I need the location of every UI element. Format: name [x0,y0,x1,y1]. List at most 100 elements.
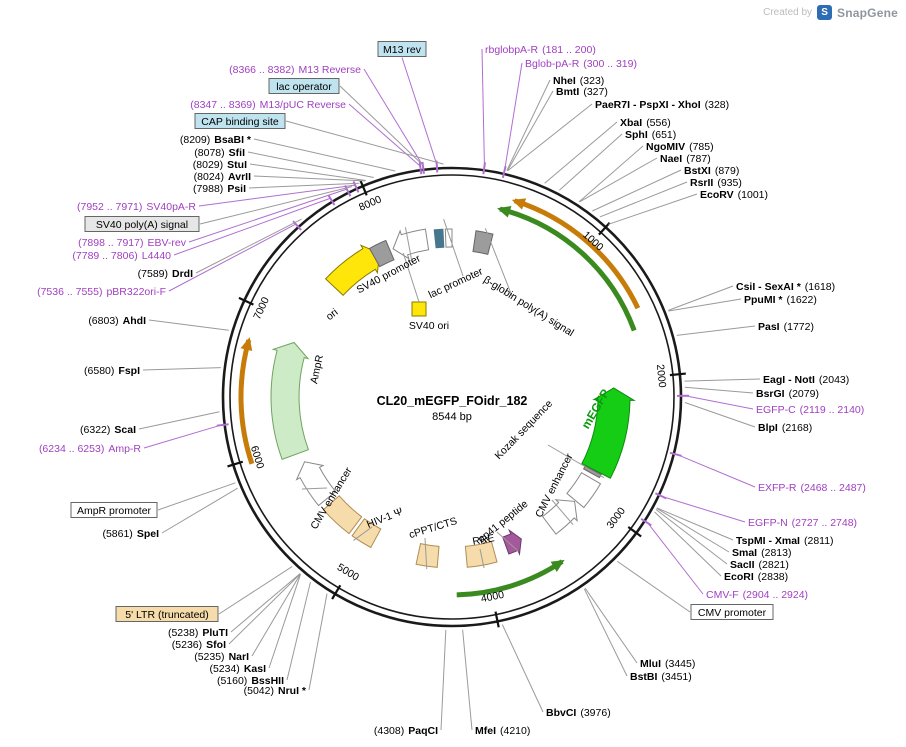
callout-line-pasi [676,325,756,336]
callout-line-ebv-rev [188,188,347,243]
sv40-ori-box [411,301,427,317]
enzyme-label-scai: (6322) ScaI [80,424,136,436]
inner-pointer-line-1 [443,219,464,277]
snapgene-brand-text: SnapGene [837,5,898,20]
enzyme-label-stui: (8029) StuI [193,159,247,171]
primer-label-egfp-n: EGFP-N (2727 .. 2748) [748,517,857,529]
callout-line-m13-rev [401,57,438,165]
lac-promoter-box [444,228,453,248]
primer-label-rbglobpa-r: rbglobpA-R (181 .. 200) [485,44,596,56]
inner-pointer-line-9 [551,499,574,526]
callout-line-ecorv [608,193,698,225]
callout-line-avrii [253,175,366,182]
enzyme-label-ngomiv: NgoMIV (785) [646,141,714,153]
cmv-promoter-box [566,472,602,509]
gp41-peptide-arrow [502,528,522,557]
callout-line-paqci [440,629,447,731]
scale-tick-4000 [494,611,500,628]
scale-tick-3000 [627,526,642,538]
feature-label-box-5-ltr-truncated [115,606,219,622]
enzyme-label-kasi: (5234) KasI [209,663,266,675]
orf-arc-upper-arrowhead [511,198,527,210]
callout-line-sfoi [228,573,301,645]
primer-site-mark-7907 [344,185,352,197]
transcript-arc-upper-arrowhead [497,206,512,218]
enzyme-label-paqci: (4308) PaqCI [374,725,438,737]
callout-line-l4440 [173,197,331,256]
callout-line-m13-reverse [363,68,424,167]
callout-line-sfii [247,151,374,179]
scale-tick-5000 [331,584,342,600]
callout-line-ecori [654,511,722,577]
enzyme-label-nari: (5235) NarI [194,651,249,663]
plasmid-name: CL20_mEGFP_FOidr_182 [377,394,528,408]
feature-label-ampr: AmpR [308,353,326,384]
inner-pointer-line-4 [301,487,328,490]
callout-line-drdi [195,218,302,274]
plasmid-backbone-inner-ring [229,174,675,620]
callout-line-bstbi [583,588,628,677]
megfp-arrow [581,387,636,479]
enzyme-label-drdi: (7589) DrdI [138,268,193,280]
enzyme-label-nhei: NheI (323) [553,75,604,87]
callout-line-nhei [506,79,551,171]
callout-line-nari [251,573,301,657]
plasmid-size: 8544 bp [432,411,472,423]
callout-line-ngomiv [578,145,644,203]
enzyme-label-ecorv: EcoRV (1001) [700,189,768,201]
scale-label-5000: 5000 [335,561,361,583]
enzyme-label-pluti: (5238) PluTI [168,627,228,639]
enzyme-label-bmti: BmtI (327) [556,86,608,98]
callout-line-ppumi [668,298,742,312]
scale-tick-2000 [669,372,686,377]
feature-label-ori: ori [324,306,341,323]
ltr-segment-1 [322,495,363,535]
enzyme-label-sfii: (8078) SfiI [194,147,245,159]
scale-label-2000: 2000 [654,364,668,389]
enzyme-label-bsshii: (5160) BssHII [217,675,284,687]
scale-tick-8000 [359,180,368,196]
enzyme-label-ecori: EcoRI (2838) [724,571,788,583]
callout-line-eagi-noti [684,378,761,382]
feature-label-cap-binding-site: CAP binding site [201,116,279,128]
inner-pointer-line-8 [496,531,519,552]
callout-line-cmv-promoter [616,560,691,613]
callout-line-bmti [507,90,554,171]
inner-pointer-line-10 [547,444,605,479]
primer-label-m13-reverse: (8366 .. 8382) M13 Reverse [229,64,361,76]
enzyme-label-paer7i-pspxi-xhoi: PaeR7I - PspXI - XhoI (328) [595,99,729,111]
enzyme-label-rsrii: RsrII (935) [690,177,742,189]
primer-label-sv40pa-r: (7952 .. 7971) SV40pA-R [77,201,196,213]
callout-line-exfp-r [677,454,756,488]
feature-label-box-cap-binding-site [194,113,286,129]
enzyme-label-eagi-noti: EagI - NotI (2043) [763,374,849,386]
scale-label-8000: 8000 [357,193,383,213]
feature-label-rre: RRE [472,532,496,548]
plasmid-backbone-outer-ring [221,166,683,628]
feature-label-globin-poly-a-signal: β-globin poly(A) signal [481,274,576,339]
callout-line-kasi [268,573,302,669]
enzyme-label-tspmi-xmai: TspMI - XmaI (2811) [736,535,834,547]
callout-line-mlui [584,587,638,664]
feature-label-hiv-1: HIV-1 Ψ [365,505,405,530]
callout-line-nrui [308,593,328,691]
primer-site-mark-8358 [418,162,423,175]
callout-line-psii [248,182,360,189]
callout-line-lac-operator [339,85,424,167]
enzyme-label-ahdi: (6803) AhdI [88,315,146,327]
enzyme-label-ppumi: PpuMI * (1622) [744,294,817,306]
transcript-arc-lower-arrowhead [550,559,565,572]
primer-label-m13-puc-reverse: (8347 .. 8369) M13/pUC Reverse [190,99,346,111]
sv40-promoter-arrow [392,228,430,260]
callout-line-xbai [544,121,618,184]
enzyme-label-bbvci: BbvCI (3976) [546,707,611,719]
callout-line-smai [656,507,730,553]
enzyme-label-bstxi: BstXI (879) [684,165,739,177]
enzyme-label-bsrgi: BsrGI (2079) [756,388,819,400]
callout-line-blpi [684,402,756,428]
primer-label-ebv-rev: (7898 .. 7917) EBV-rev [78,237,187,249]
callout-line-bsrgi [684,386,754,394]
callout-line-ampr-promoter [157,482,236,511]
enzyme-label-csii-sexai: CsiI - SexAI * (1618) [736,281,835,293]
cmv-enhancer-left-arrow [295,461,337,507]
